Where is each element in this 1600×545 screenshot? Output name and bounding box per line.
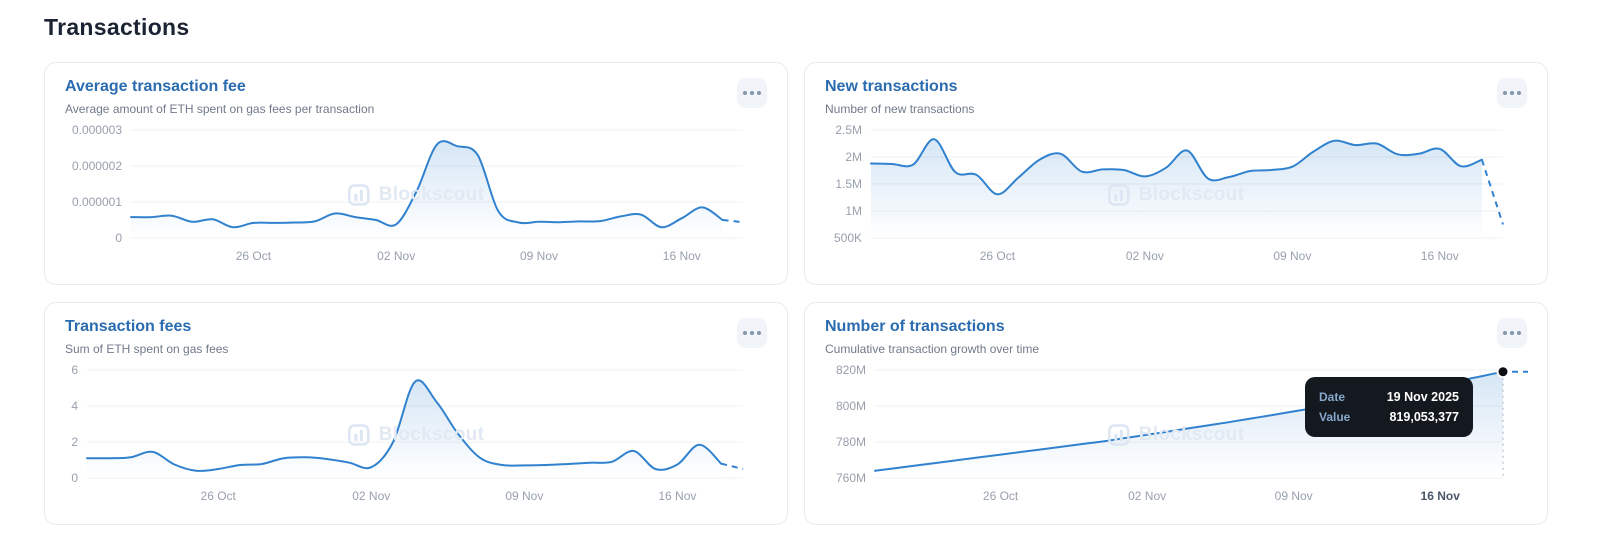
chart-subtitle: Average amount of ETH spent on gas fees … [65, 102, 375, 116]
chart-title: Number of transactions [825, 318, 1005, 335]
svg-text:1M: 1M [845, 204, 862, 218]
svg-text:0: 0 [71, 471, 78, 485]
chart-title: New transactions [825, 78, 958, 95]
svg-text:09 Nov: 09 Nov [1275, 489, 1313, 503]
tooltip-value-label: Value [1319, 410, 1351, 424]
svg-text:26 Oct: 26 Oct [980, 249, 1016, 263]
svg-text:0.000001: 0.000001 [72, 195, 122, 209]
card-menu-button[interactable] [737, 318, 767, 348]
chart-area: Blockscout 0 2 4 6 26 Oct 02 Nov 09 Nov 16 Nov [65, 360, 767, 510]
svg-text:26 Oct: 26 Oct [201, 489, 237, 503]
chart-subtitle: Sum of ETH spent on gas fees [65, 342, 229, 356]
svg-text:1.5M: 1.5M [835, 177, 862, 191]
svg-text:760M: 760M [836, 471, 866, 485]
chart-subtitle: Number of new transactions [825, 102, 975, 116]
svg-text:780M: 780M [836, 435, 866, 449]
chart-area: Blockscout 500K 1M 1.5M 2M 2.5M 26 Oct 02 Nov 0… [825, 120, 1527, 270]
svg-text:800M: 800M [836, 399, 866, 413]
area-chart-number-of-transactions[interactable]: 760M 780M 800M 820M 26 Oct 02 Nov 09 Nov 16 Nov [825, 360, 1529, 510]
svg-text:0.000003: 0.000003 [72, 123, 122, 137]
card-header: New transactions Number of new transacti… [825, 78, 1527, 116]
svg-text:4: 4 [71, 399, 78, 413]
svg-text:26 Oct: 26 Oct [236, 249, 272, 263]
chart-card-transaction-fees: Transaction fees Sum of ETH spent on gas… [44, 302, 788, 525]
chart-card-number-of-transactions: Number of transactions Cumulative transa… [804, 302, 1548, 525]
svg-text:26 Oct: 26 Oct [983, 489, 1019, 503]
svg-text:02 Nov: 02 Nov [352, 489, 390, 503]
area-chart-transaction-fees[interactable]: 0 2 4 6 26 Oct 02 Nov 09 Nov 16 Nov [65, 360, 769, 510]
svg-text:02 Nov: 02 Nov [377, 249, 415, 263]
svg-text:16 Nov: 16 Nov [1421, 489, 1461, 503]
card-header: Average transaction fee Average amount o… [65, 78, 767, 116]
chart-area: Blockscout 0 0.000001 0.000002 0.000003 26 O… [65, 120, 767, 270]
svg-text:09 Nov: 09 Nov [520, 249, 558, 263]
svg-text:500K: 500K [834, 231, 862, 245]
svg-text:02 Nov: 02 Nov [1126, 249, 1164, 263]
ellipsis-icon [743, 91, 761, 95]
chart-tooltip: Date 19 Nov 2025 Value 819,053,377 [1305, 377, 1473, 437]
chart-title: Transaction fees [65, 318, 192, 335]
svg-text:820M: 820M [836, 363, 866, 377]
area-chart-average-transaction-fee[interactable]: 0 0.000001 0.000002 0.000003 26 Oct 02 Nov 09 … [65, 120, 769, 270]
svg-text:6: 6 [71, 363, 78, 377]
ellipsis-icon [1503, 91, 1521, 95]
charts-grid: Average transaction fee Average amount o… [44, 62, 1556, 525]
card-menu-button[interactable] [1497, 318, 1527, 348]
ellipsis-icon [743, 331, 761, 335]
chart-card-new-transactions: New transactions Number of new transacti… [804, 62, 1548, 285]
area-chart-new-transactions[interactable]: 500K 1M 1.5M 2M 2.5M 26 Oct 02 Nov 09 Nov 16 Nov [825, 120, 1529, 270]
svg-text:09 Nov: 09 Nov [505, 489, 543, 503]
stats-page: Transactions Average transaction fee Ave… [44, 14, 1556, 525]
card-header: Transaction fees Sum of ETH spent on gas… [65, 318, 767, 356]
tooltip-date-value: 19 Nov 2025 [1386, 390, 1459, 404]
svg-text:2: 2 [71, 435, 78, 449]
svg-text:2.5M: 2.5M [835, 123, 862, 137]
tooltip-value-value: 819,053,377 [1389, 410, 1459, 424]
svg-text:16 Nov: 16 Nov [1421, 249, 1459, 263]
svg-text:16 Nov: 16 Nov [663, 249, 701, 263]
chart-title: Average transaction fee [65, 78, 246, 95]
svg-text:0.000002: 0.000002 [72, 159, 122, 173]
svg-text:2M: 2M [845, 150, 862, 164]
page-title: Transactions [44, 14, 190, 40]
svg-text:0: 0 [115, 231, 122, 245]
ellipsis-icon [1503, 331, 1521, 335]
svg-text:09 Nov: 09 Nov [1273, 249, 1311, 263]
card-menu-button[interactable] [737, 78, 767, 108]
chart-subtitle: Cumulative transaction growth over time [825, 342, 1040, 356]
card-header: Number of transactions Cumulative transa… [825, 318, 1527, 356]
tooltip-date-label: Date [1319, 390, 1346, 404]
chart-card-average-transaction-fee: Average transaction fee Average amount o… [44, 62, 788, 285]
svg-text:02 Nov: 02 Nov [1128, 489, 1166, 503]
card-menu-button[interactable] [1497, 78, 1527, 108]
svg-text:16 Nov: 16 Nov [658, 489, 696, 503]
